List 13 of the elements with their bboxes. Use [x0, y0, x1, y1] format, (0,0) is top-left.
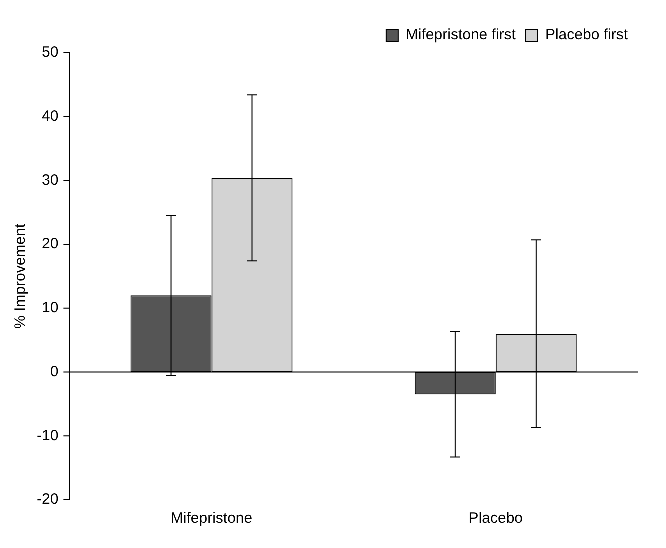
- y-tick-label: -20: [36, 491, 59, 508]
- y-tick-label: 10: [42, 300, 59, 317]
- y-tick-label: 20: [42, 236, 59, 253]
- legend-label: Placebo first: [545, 26, 629, 44]
- x-tick-label: Mifepristone: [170, 510, 253, 528]
- y-tick-label: 40: [42, 108, 59, 125]
- x-tick-label: Placebo: [468, 510, 524, 528]
- y-tick-label: 30: [42, 172, 59, 189]
- y-tick-label: 0: [50, 363, 59, 380]
- legend-label: Mifepristone first: [406, 26, 517, 44]
- y-tick-label: -10: [36, 427, 59, 444]
- y-tick-label: 50: [42, 44, 59, 62]
- y-axis-title: % Improvement: [12, 223, 30, 330]
